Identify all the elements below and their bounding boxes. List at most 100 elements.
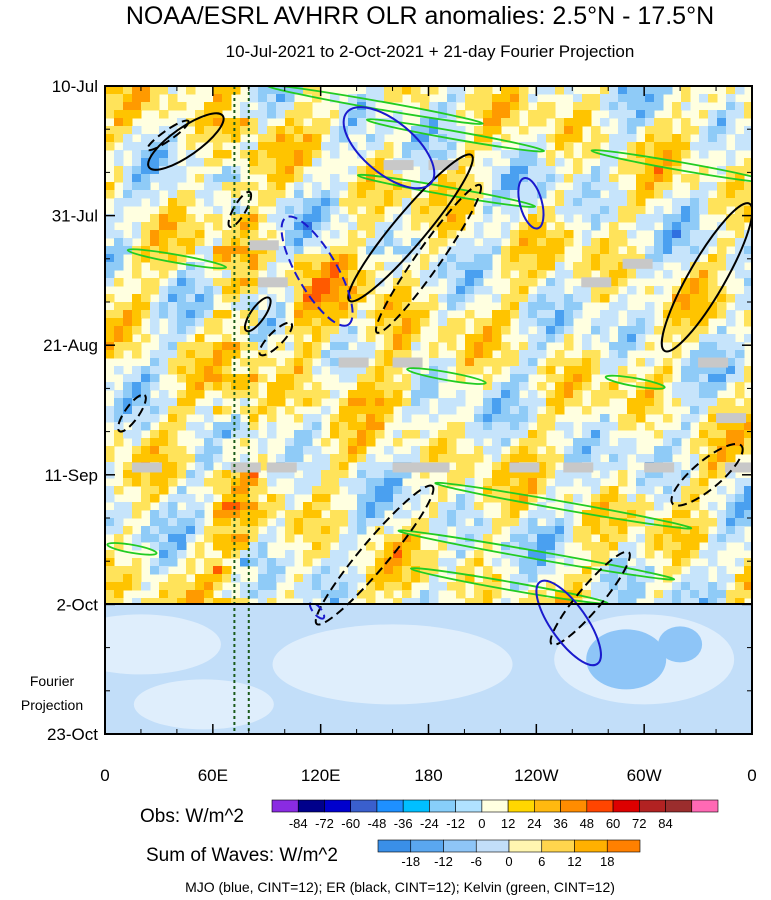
obs-cell [348,126,358,135]
obs-cell [708,558,718,567]
obs-cell [132,558,142,567]
obs-cell [501,342,511,351]
obs-cell [186,222,196,231]
obs-cell [456,518,466,527]
obs-cell [654,326,664,335]
obs-cell [456,398,466,407]
obs-cell [528,302,538,311]
obs-cell [699,382,709,391]
obs-cell [267,190,277,199]
obs-cell [456,502,466,511]
obs-cell [177,526,187,535]
obs-cell [168,246,178,255]
obs-cell [357,166,367,175]
obs-cell [717,134,727,143]
obs-cell [294,198,304,207]
obs-cell [294,238,304,247]
wave-contour [126,248,228,270]
obs-cell [384,470,394,479]
obs-cell [474,406,484,415]
obs-cell [627,414,637,423]
obs-cell [537,342,547,351]
obs-cell [474,318,484,327]
obs-cell [348,310,358,319]
obs-cell [618,422,628,431]
obs-cell [312,382,322,391]
obs-cell [420,406,430,415]
obs-cell [690,286,700,295]
obs-cell [456,350,466,359]
obs-cell [294,358,304,367]
obs-cell [492,582,502,591]
obs-cell [312,286,322,295]
obs-cell [609,350,619,359]
obs-cell [240,342,250,351]
obs-cell [240,558,250,567]
obs-cell [321,470,331,479]
obs-cell [240,430,250,439]
obs-cell [114,598,124,607]
obs-cell [258,94,268,103]
obs-cell [330,302,340,311]
obs-colorbar-swatch [560,799,588,813]
obs-cell [690,278,700,287]
obs-cell [213,222,223,231]
obs-cell [690,270,700,279]
obs-cell [339,262,349,271]
obs-cell [429,270,439,279]
obs-cell [447,198,457,207]
obs-cell [717,126,727,135]
obs-cell [240,238,250,247]
obs-cell [528,390,538,399]
obs-cell [726,358,736,367]
obs-cell [672,134,682,143]
obs-cell [546,358,556,367]
obs-cell [186,134,196,143]
obs-cell [330,206,340,215]
obs-cell [519,526,529,535]
obs-cell [321,294,331,303]
obs-cell [150,566,160,575]
obs-cell [231,550,241,559]
obs-cell [744,166,752,175]
obs-cell [384,542,394,551]
projection-field [105,604,752,734]
obs-cell [240,206,250,215]
obs-cell [366,206,376,215]
obs-cell [618,358,628,367]
obs-cell [483,142,493,151]
obs-cell [330,390,340,399]
obs-cell [267,142,277,151]
obs-cell [564,598,574,607]
obs-cell [600,94,610,103]
obs-cell [384,494,394,503]
obs-cell [402,190,412,199]
obs-cell [303,254,313,263]
obs-cell [744,478,752,487]
obs-cell [663,126,673,135]
obs-cell [276,142,286,151]
obs-cell [681,254,691,263]
obs-cell [240,110,250,119]
obs-cell [627,590,637,599]
obs-cell [726,342,736,351]
obs-cell [240,582,250,591]
obs-cell [294,414,304,423]
obs-cell [177,214,187,223]
obs-cell [645,222,655,231]
obs-cell [339,374,349,383]
obs-cell [411,342,421,351]
obs-cell [159,358,169,367]
obs-cell [339,558,349,567]
obs-cell [159,270,169,279]
obs-cell [699,470,709,479]
obs-cell [609,158,619,167]
obs-cell [429,574,439,583]
obs-cell [528,438,538,447]
obs-cell [636,118,646,127]
obs-cell [645,174,655,183]
obs-cell [222,254,232,263]
obs-cell [546,462,556,471]
obs-cell [528,350,538,359]
obs-cell [249,590,259,599]
